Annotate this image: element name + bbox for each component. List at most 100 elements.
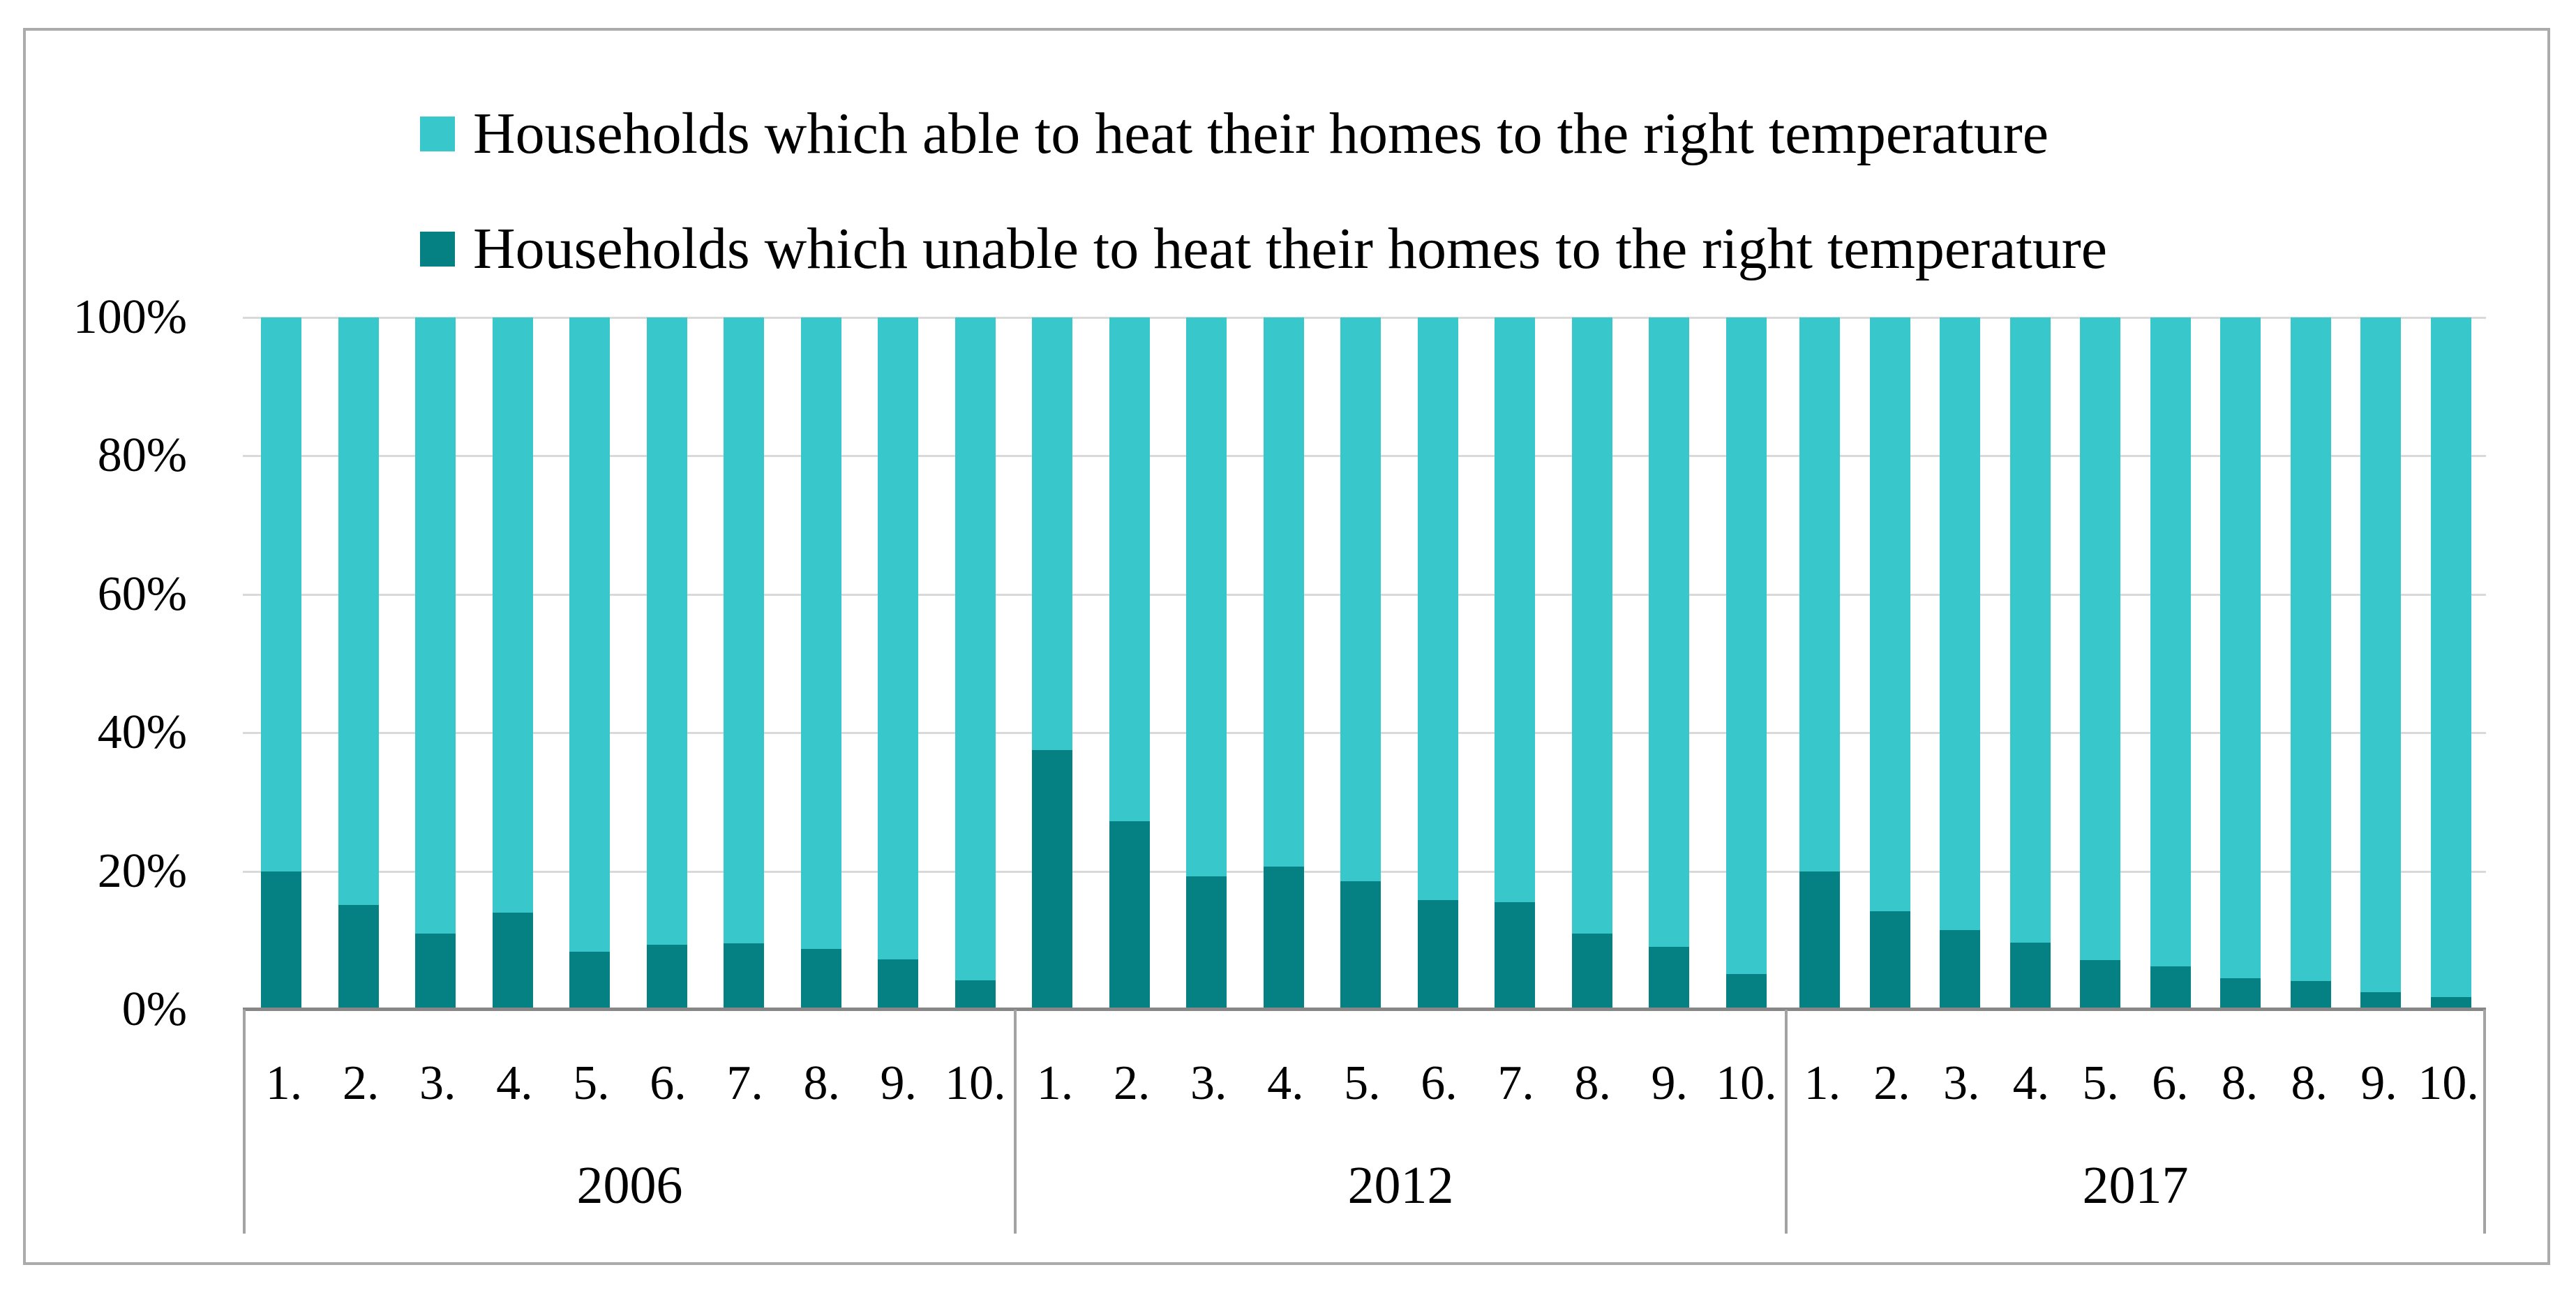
bar-segment-able — [1495, 317, 1536, 903]
category-column-2017: 1. 2. 3. 4. 5. 6. 8. 8. 9. 10. 2017 — [1784, 1010, 2486, 1234]
bar-segment-able — [2360, 317, 2402, 993]
decile-label: 10. — [2418, 1056, 2479, 1110]
bar-slot — [937, 317, 1014, 1010]
year-label-row: 2006 — [246, 1158, 1014, 1234]
stacked-bar — [1417, 317, 1458, 1010]
decile-label: 3. — [419, 1056, 456, 1110]
decile-label: 1. — [1036, 1056, 1074, 1110]
category-column-2006: 1. 2. 3. 4. 5. 6. 7. 8. 9. 10. 2006 — [243, 1010, 1014, 1234]
bar-segment-unable — [1495, 902, 1536, 1010]
bar-slot — [320, 317, 398, 1010]
bar-slot — [2135, 317, 2206, 1010]
bar-segment-unable — [1940, 929, 1981, 1010]
bar-slot — [1399, 317, 1476, 1010]
bar-segment-unable — [724, 943, 765, 1010]
bar-groups — [243, 317, 2486, 1010]
decile-label: 8. — [803, 1056, 840, 1110]
bar-segment-able — [1186, 317, 1227, 876]
bar-segment-able — [261, 317, 302, 871]
bar-slot — [2346, 317, 2416, 1010]
decile-label: 4. — [496, 1056, 533, 1110]
decile-label: 4. — [1267, 1056, 1304, 1110]
bar-slot — [1476, 317, 1554, 1010]
legend-label-able: Households which able to heat their home… — [473, 101, 2049, 166]
bar-segment-able — [1649, 317, 1690, 947]
stacked-bar — [1032, 317, 1073, 1010]
bar-segment-unable — [1417, 900, 1458, 1010]
stacked-bar — [1571, 317, 1612, 1010]
bar-segment-unable — [1340, 881, 1381, 1010]
bar-segment-able — [646, 317, 687, 945]
stacked-bar — [261, 317, 302, 1010]
bar-segment-able — [1340, 317, 1381, 882]
bar-segment-unable — [1799, 871, 1841, 1010]
bar-segment-unable — [2150, 966, 2191, 1010]
stacked-bar — [1725, 317, 1767, 1010]
stacked-bar — [2009, 317, 2051, 1010]
decile-label: 1. — [1804, 1056, 1841, 1110]
bar-segment-able — [1725, 317, 1767, 975]
bar-segment-able — [1109, 317, 1150, 822]
decile-label: 9. — [2360, 1056, 2397, 1110]
decile-label: 7. — [1497, 1056, 1534, 1110]
stacked-bar — [800, 317, 841, 1010]
bar-slot — [1995, 317, 2065, 1010]
bar-segment-able — [1032, 317, 1073, 750]
bar-slot — [1631, 317, 1708, 1010]
y-tick-label: 60% — [97, 567, 187, 621]
bar-slot — [860, 317, 937, 1010]
decile-label: 8. — [2291, 1056, 2328, 1110]
bar-group-2017 — [1785, 317, 2486, 1010]
bar-slot — [2416, 317, 2486, 1010]
legend-item-able: Households which able to heat their home… — [420, 98, 2107, 170]
y-tick-label: 40% — [97, 705, 187, 759]
y-tick-label: 100% — [73, 290, 187, 344]
bar-slot — [474, 317, 552, 1010]
decile-label: 2. — [342, 1056, 380, 1110]
category-column-2012: 1. 2. 3. 4. 5. 6. 7. 8. 9. 10. 2012 — [1013, 1010, 1785, 1234]
bar-segment-able — [338, 317, 379, 906]
decile-label: 6. — [650, 1056, 687, 1110]
stacked-bar — [1940, 317, 1981, 1010]
bar-slot — [1785, 317, 1855, 1010]
bar-slot — [1707, 317, 1785, 1010]
bar-slot — [1925, 317, 1995, 1010]
stacked-bar — [2150, 317, 2191, 1010]
decile-label: 5. — [573, 1056, 610, 1110]
y-tick-label: 80% — [97, 428, 187, 482]
bar-segment-able — [415, 317, 456, 934]
bar-group-2012 — [1014, 317, 1785, 1010]
bar-segment-unable — [954, 980, 996, 1010]
bar-segment-unable — [338, 905, 379, 1010]
bar-slot — [705, 317, 783, 1010]
stacked-bar — [1799, 317, 1841, 1010]
decile-label: 7. — [726, 1056, 763, 1110]
decile-label-row: 1. 2. 3. 4. 5. 6. 7. 8. 9. 10. — [1017, 1010, 1785, 1158]
bar-segment-able — [878, 317, 919, 959]
bar-slot — [1091, 317, 1168, 1010]
decile-label: 2. — [1113, 1056, 1151, 1110]
year-label: 2006 — [576, 1156, 683, 1215]
stacked-bar — [2290, 317, 2331, 1010]
stacked-bar — [954, 317, 996, 1010]
decile-label: 2. — [1873, 1056, 1910, 1110]
year-label: 2012 — [1347, 1156, 1454, 1215]
stacked-bar — [1495, 317, 1536, 1010]
stacked-bar — [338, 317, 379, 1010]
legend-swatch-able-icon — [420, 117, 455, 151]
bar-slot — [2275, 317, 2346, 1010]
bar-slot — [783, 317, 860, 1010]
stacked-bar — [878, 317, 919, 1010]
bar-segment-unable — [2430, 997, 2471, 1010]
bar-segment-able — [724, 317, 765, 943]
bar-segment-unable — [1725, 974, 1767, 1010]
bar-slot — [1245, 317, 1322, 1010]
bar-segment-unable — [2360, 992, 2402, 1010]
decile-label: 3. — [1942, 1056, 1980, 1110]
bar-segment-able — [1799, 317, 1841, 871]
stacked-bar — [1869, 317, 1910, 1010]
y-tick-label: 0% — [121, 982, 187, 1036]
stacked-bar — [569, 317, 611, 1010]
decile-label: 10. — [1716, 1056, 1777, 1110]
stacked-bar — [724, 317, 765, 1010]
